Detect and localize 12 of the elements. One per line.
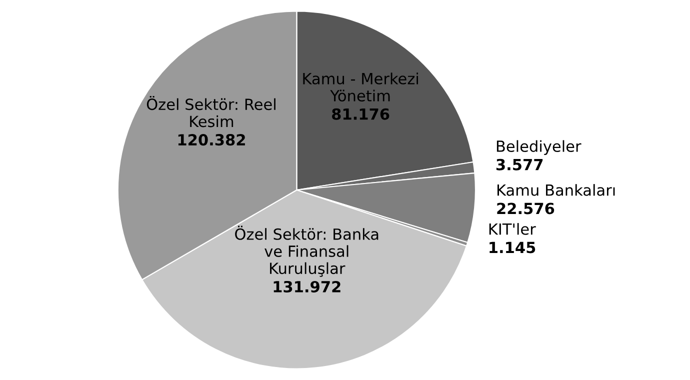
slice-label: Kamu Bankaları	[497, 184, 615, 196]
slice-label: KIT'ler	[489, 223, 536, 235]
data-label: 81.176	[332, 108, 390, 120]
data-label: 131.972	[274, 280, 340, 292]
slice-label: Özel Sektör: Banka ve Finansal Kuruluşlar	[235, 226, 378, 277]
slice-label: Özel Sektör: Reel Kesim	[146, 96, 276, 128]
slice-label: Belediyeler	[496, 140, 582, 155]
data-label: 120.382	[178, 134, 245, 146]
data-label: 22.576	[497, 202, 554, 214]
data-label: 3.577	[496, 158, 543, 170]
slice-label: Kamu - Merkezi Yönetim	[303, 72, 418, 102]
data-label: 1.145	[490, 242, 536, 254]
